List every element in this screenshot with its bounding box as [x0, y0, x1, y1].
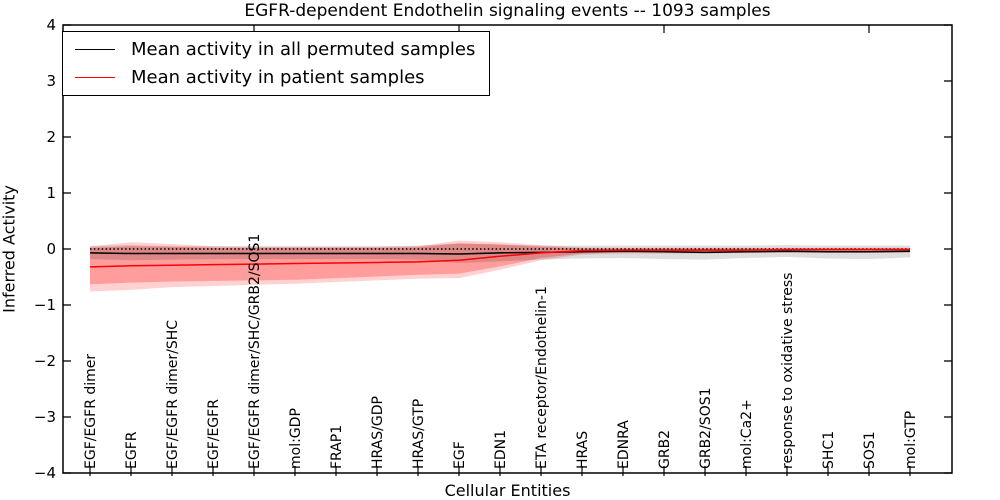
legend-line-sample-patient [75, 77, 115, 78]
x-tick-label: EGF/EGFR dimer/SHC [165, 320, 181, 469]
y-tick-label: −3 [34, 408, 56, 426]
x-tick-label: mol:GDP [288, 408, 304, 469]
x-tick-label: mol:Ca2+ [739, 399, 755, 469]
x-tick-label: mol:GTP [903, 411, 919, 469]
x-tick-label: SOS1 [862, 431, 878, 469]
y-tick-label: −4 [34, 464, 56, 482]
legend-label-patient: Mean activity in patient samples [131, 67, 425, 88]
legend-entry-patient: Mean activity in patient samples [75, 67, 475, 88]
legend-line-sample-permuted [75, 49, 115, 50]
x-tick-label: FRAP1 [329, 425, 345, 469]
y-axis-label: Inferred Activity [0, 185, 19, 313]
legend-entry-permuted: Mean activity in all permuted samples [75, 39, 475, 60]
y-tick-label: 2 [46, 128, 56, 146]
y-tick-label: 1 [46, 184, 56, 202]
x-tick-label: SHC1 [821, 431, 837, 469]
x-tick-label: EGF/EGFR [206, 399, 222, 469]
x-tick-label: HRAS/GTP [411, 399, 427, 469]
x-tick-label: EGF/EGFR dimer/SHC/GRB2/SOS1 [247, 234, 263, 469]
x-tick-label: HRAS/GDP [370, 396, 386, 469]
legend-label-permuted: Mean activity in all permuted samples [131, 39, 476, 60]
x-tick-label: EGFR [124, 431, 140, 469]
chart-title: EGFR-dependent Endothelin signaling even… [244, 1, 771, 21]
x-tick-label: GRB2 [657, 430, 673, 469]
y-tick-label: 3 [46, 72, 56, 90]
patient-mean-line [89, 248, 910, 268]
x-tick-label: GRB2/SOS1 [698, 387, 714, 469]
x-tick-label: EGF [452, 441, 468, 469]
x-tick-label: EGF/EGFR dimer [83, 354, 99, 469]
x-tick-label: EDNRA [616, 420, 632, 469]
permuted-mean-line [89, 250, 911, 255]
x-tick-label: ETA receptor/Endothelin-1 [534, 286, 550, 469]
legend: Mean activity in all permuted samples Me… [62, 31, 491, 96]
x-tick-label: EDN1 [493, 430, 509, 469]
x-tick-label: HRAS [575, 431, 591, 469]
y-tick-label: 4 [46, 16, 56, 34]
x-tick-label: response to oxidative stress [780, 273, 796, 469]
y-tick-label: −1 [34, 296, 56, 314]
x-axis-label: Cellular Entities [444, 481, 571, 500]
y-tick-label: 0 [46, 240, 56, 258]
y-tick-label: −2 [34, 352, 56, 370]
